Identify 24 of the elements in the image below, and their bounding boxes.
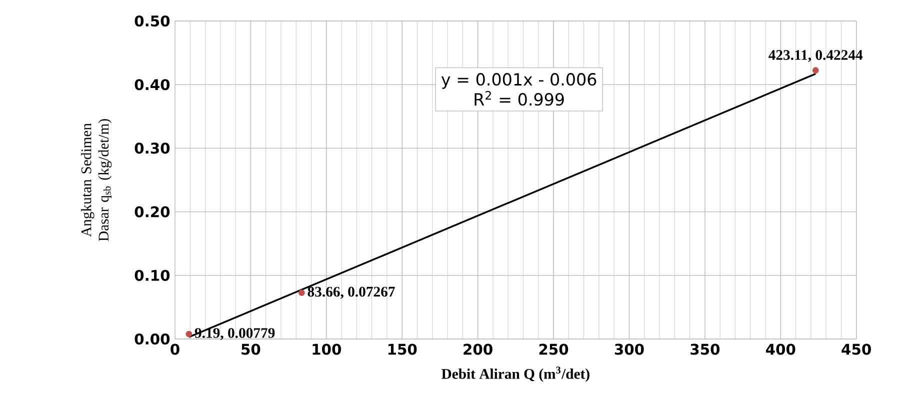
y-tick-label: 0.20 — [134, 206, 170, 218]
x-tick-label: 250 — [539, 344, 568, 355]
x-tick-label: 0 — [170, 344, 180, 355]
x-axis-title: Debit Aliran Q (m$^{3}$/det) — [442, 366, 590, 382]
y-tick-label: 0.50 — [134, 15, 170, 27]
point — [812, 67, 819, 74]
y-tick-label: 0.30 — [134, 142, 170, 154]
point — [186, 330, 192, 338]
x-tick-label: 50 — [242, 344, 260, 355]
x-tick-label: 450 — [842, 344, 871, 355]
y-tick-label: 0.10 — [134, 270, 170, 281]
x-tick-label: 300 — [614, 344, 644, 355]
annotation: y = 0.001x - 0.006 — [441, 73, 596, 89]
point — [298, 290, 305, 296]
y-tick-label: 0.00 — [134, 333, 170, 345]
data-label: 423.11, 0.42244 — [768, 50, 863, 62]
x-tick-label: 350 — [690, 344, 720, 355]
x-tick-label: 400 — [766, 344, 796, 355]
x-tick-label: 150 — [388, 344, 417, 355]
x-tick-label: 200 — [464, 344, 492, 355]
annotation: R$^{2}$ = 0.999 — [474, 90, 564, 106]
data-label: 83.66, 0.07267 — [308, 286, 395, 299]
x-tick-label: 100 — [312, 344, 342, 355]
y-tick-label: 0.40 — [134, 79, 170, 90]
